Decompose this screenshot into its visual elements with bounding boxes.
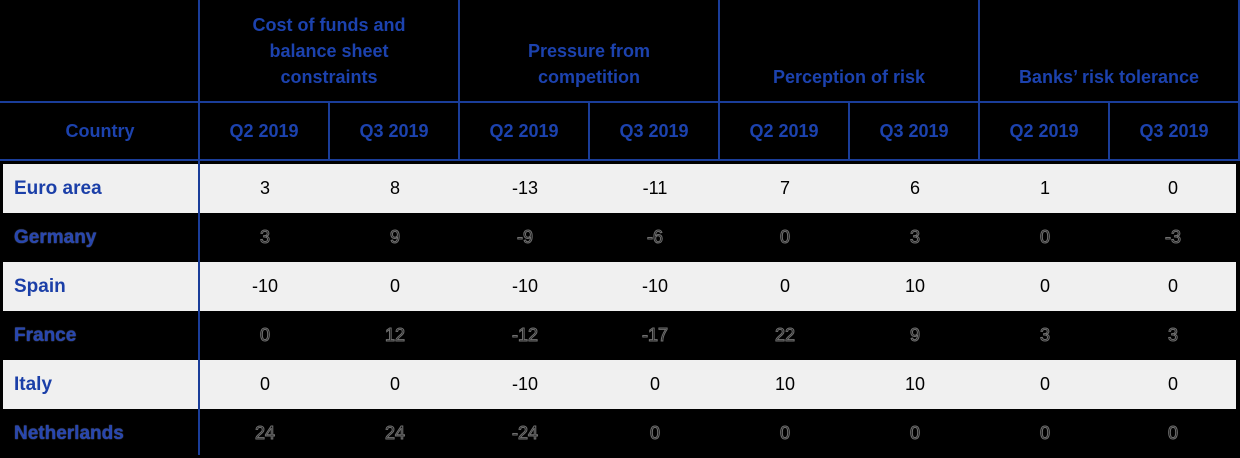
value-cell: 0 [649,423,660,444]
group-header-cost-of-funds: Cost of funds and balance sheet constrai… [200,0,460,103]
country-label: Italy [14,373,53,395]
value-cell: 24 [384,423,406,444]
value-cell: -17 [641,325,668,346]
country-label: Netherlands [14,422,124,444]
value-cell: 0 [1039,276,1050,296]
table-row-netherlands: Netherlands 24 24 -24 0 0 0 0 0 [3,409,1236,458]
value-cell: 10 [904,276,926,296]
value-cell: 0 [779,276,790,296]
value-cell: 0 [1039,423,1050,444]
table-body: Euro area 3 8 -13 -11 7 6 1 0 Germany 3 … [3,161,1236,458]
country-label: Spain [14,275,66,297]
column-header-q2-2019: Q2 2019 [980,103,1110,161]
group-header-banks-risk-tolerance: Banks’ risk tolerance [980,0,1240,103]
country-label: Euro area [14,177,102,199]
table-header: Cost of funds and balance sheet constrai… [0,0,1240,161]
table-row-germany: Germany 3 9 -9 -6 0 3 0 -3 [3,213,1236,262]
value-cell: 3 [909,227,920,248]
value-cell: -13 [511,178,538,198]
column-header-q2-2019: Q2 2019 [200,103,330,161]
value-cell: 0 [259,374,270,394]
column-header-q3-2019: Q3 2019 [330,103,460,161]
value-cell: 24 [254,423,276,444]
value-cell: 9 [909,325,920,346]
value-cell: -3 [1164,227,1181,248]
value-cell: 0 [259,325,270,346]
value-cell: 0 [1167,178,1178,198]
value-cell: -10 [641,276,668,296]
value-cell: 0 [389,276,400,296]
group-header-pressure-competition: Pressure from competition [460,0,720,103]
group-header-perception-of-risk: Perception of risk [720,0,980,103]
value-cell: 10 [904,374,926,394]
table-row-italy: Italy 0 0 -10 0 10 10 0 0 [3,360,1236,409]
column-header-q3-2019: Q3 2019 [1110,103,1240,161]
column-header-q3-2019: Q3 2019 [590,103,720,161]
value-cell: -11 [642,178,668,198]
value-cell: 1 [1039,178,1050,198]
table-row-euro-area: Euro area 3 8 -13 -11 7 6 1 0 [3,164,1236,213]
value-cell: -24 [511,423,538,444]
value-cell: 3 [259,178,270,198]
value-cell: 12 [384,325,406,346]
value-cell: 0 [389,374,400,394]
value-cell: 0 [1039,227,1050,248]
value-cell: 7 [779,178,790,198]
column-header-q2-2019: Q2 2019 [460,103,590,161]
value-cell: 22 [774,325,796,346]
value-cell: 3 [1167,325,1178,346]
value-cell: 0 [909,423,920,444]
value-cell: 3 [1039,325,1050,346]
value-cell: -10 [511,374,538,394]
corner-cell [0,0,200,103]
value-cell: 0 [649,374,660,394]
value-cell: 8 [389,178,400,198]
value-cell: 9 [389,227,400,248]
value-cell: 0 [1167,423,1178,444]
value-cell: -6 [646,227,663,248]
value-cell: 0 [779,423,790,444]
value-cell: -10 [251,276,278,296]
country-label: France [14,324,77,346]
country-column-divider [198,0,200,455]
value-cell: 6 [909,178,920,198]
value-cell: 0 [1039,374,1050,394]
country-label: Germany [14,226,97,248]
column-header-country: Country [0,103,200,161]
group-header-label: Pressure from competition [527,41,651,87]
value-cell: -9 [516,227,533,248]
column-header-q3-2019: Q3 2019 [850,103,980,161]
value-cell: 0 [779,227,790,248]
table-row-france: France 0 12 -12 -17 22 9 3 3 [3,311,1236,360]
value-cell: -10 [511,276,538,296]
group-header-label: Cost of funds and balance sheet constrai… [252,15,406,87]
group-header-label: Perception of risk [772,67,926,87]
value-cell: 3 [259,227,270,248]
column-header-q2-2019: Q2 2019 [720,103,850,161]
value-cell: 10 [774,374,796,394]
table-row-spain: Spain -10 0 -10 -10 0 10 0 0 [3,262,1236,311]
value-cell: 0 [1167,276,1178,296]
group-header-label: Banks’ risk tolerance [1018,67,1200,87]
value-cell: 0 [1167,374,1178,394]
value-cell: -12 [511,325,538,346]
